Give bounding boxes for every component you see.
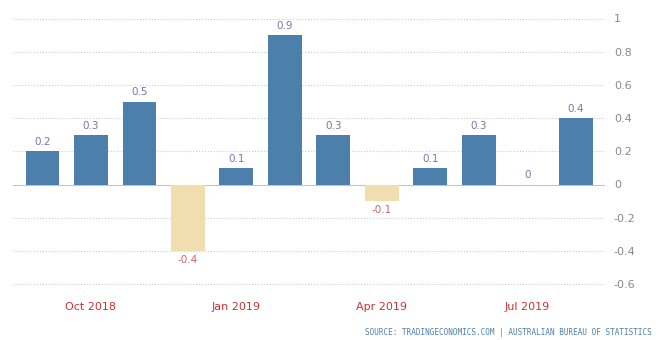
- Text: SOURCE: TRADINGECONOMICS.COM | AUSTRALIAN BUREAU OF STATISTICS: SOURCE: TRADINGECONOMICS.COM | AUSTRALIA…: [365, 328, 652, 337]
- Text: 0.3: 0.3: [470, 121, 487, 131]
- Text: 0.3: 0.3: [325, 121, 341, 131]
- Bar: [220, 168, 253, 185]
- Text: 0: 0: [524, 170, 530, 180]
- Bar: [268, 35, 302, 185]
- Bar: [462, 135, 496, 185]
- Bar: [74, 135, 108, 185]
- Bar: [317, 135, 350, 185]
- Bar: [26, 151, 60, 185]
- Text: -0.4: -0.4: [178, 255, 198, 265]
- Text: 0.2: 0.2: [34, 137, 51, 147]
- Text: 0.4: 0.4: [567, 104, 584, 114]
- Text: 0.9: 0.9: [277, 21, 293, 31]
- Bar: [365, 185, 398, 201]
- Bar: [171, 185, 205, 251]
- Text: 0.1: 0.1: [228, 154, 245, 164]
- Text: -0.1: -0.1: [372, 205, 392, 215]
- Text: 0.3: 0.3: [83, 121, 99, 131]
- Text: 0.1: 0.1: [422, 154, 439, 164]
- Text: 0.5: 0.5: [131, 87, 148, 97]
- Bar: [558, 118, 593, 185]
- Bar: [122, 102, 157, 185]
- Bar: [413, 168, 448, 185]
